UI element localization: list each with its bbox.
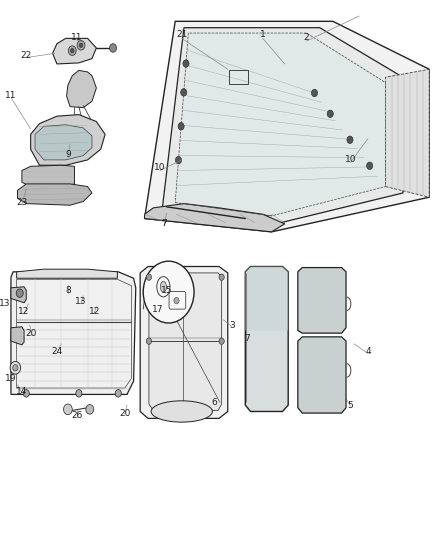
- Circle shape: [16, 289, 23, 297]
- Polygon shape: [17, 269, 117, 278]
- Ellipse shape: [151, 401, 212, 422]
- Circle shape: [178, 123, 184, 130]
- Text: 1: 1: [260, 30, 266, 39]
- Text: 10: 10: [154, 164, 166, 172]
- Polygon shape: [149, 273, 222, 410]
- Polygon shape: [145, 21, 429, 232]
- Circle shape: [13, 365, 18, 371]
- Text: 13: 13: [75, 297, 87, 305]
- Polygon shape: [385, 69, 429, 197]
- Circle shape: [76, 390, 82, 397]
- Text: 12: 12: [18, 308, 30, 316]
- Text: 4: 4: [365, 348, 371, 356]
- Text: 20: 20: [26, 329, 37, 338]
- Circle shape: [10, 361, 21, 374]
- Polygon shape: [162, 28, 403, 225]
- Text: 9: 9: [65, 150, 71, 159]
- Circle shape: [367, 162, 373, 169]
- Polygon shape: [298, 268, 346, 333]
- Circle shape: [64, 404, 72, 415]
- Text: 13: 13: [0, 300, 10, 308]
- Circle shape: [23, 390, 29, 397]
- Text: 14: 14: [16, 387, 28, 396]
- Circle shape: [71, 49, 74, 53]
- Text: 2: 2: [304, 33, 309, 42]
- Circle shape: [86, 405, 94, 414]
- Circle shape: [311, 89, 318, 96]
- Text: 17: 17: [152, 305, 163, 313]
- Text: 22: 22: [21, 52, 32, 60]
- Circle shape: [110, 44, 117, 52]
- Polygon shape: [145, 204, 285, 232]
- Circle shape: [180, 88, 187, 96]
- Text: 7: 7: [161, 220, 167, 228]
- Polygon shape: [11, 287, 26, 303]
- Circle shape: [174, 297, 179, 304]
- Text: 11: 11: [5, 92, 17, 100]
- Polygon shape: [11, 327, 24, 345]
- Circle shape: [146, 338, 152, 344]
- Text: 21: 21: [176, 30, 187, 39]
- Text: 10: 10: [345, 156, 356, 164]
- Circle shape: [347, 136, 353, 143]
- Text: 20: 20: [119, 409, 131, 417]
- Polygon shape: [140, 266, 228, 418]
- Polygon shape: [175, 33, 385, 216]
- Text: 3: 3: [229, 321, 235, 329]
- Text: 23: 23: [16, 198, 28, 207]
- Polygon shape: [67, 70, 96, 108]
- Circle shape: [77, 41, 85, 50]
- Circle shape: [183, 60, 189, 67]
- Text: 8: 8: [65, 286, 71, 295]
- Ellipse shape: [160, 281, 166, 292]
- Polygon shape: [31, 115, 105, 165]
- Text: 11: 11: [71, 33, 82, 42]
- Circle shape: [327, 110, 333, 118]
- Polygon shape: [11, 272, 136, 394]
- Circle shape: [79, 43, 83, 47]
- Polygon shape: [22, 165, 74, 188]
- Text: 7: 7: [244, 334, 251, 343]
- Text: 15: 15: [161, 286, 172, 295]
- Text: 26: 26: [71, 411, 82, 420]
- Text: 12: 12: [88, 308, 100, 316]
- Circle shape: [68, 46, 76, 55]
- Polygon shape: [53, 38, 96, 64]
- Polygon shape: [298, 337, 346, 413]
- Polygon shape: [245, 266, 288, 411]
- Circle shape: [219, 338, 224, 344]
- Polygon shape: [35, 125, 92, 160]
- Circle shape: [146, 274, 152, 280]
- Polygon shape: [18, 184, 92, 205]
- Text: 24: 24: [51, 348, 63, 356]
- Circle shape: [143, 261, 194, 323]
- Text: 19: 19: [5, 374, 17, 383]
- Circle shape: [115, 390, 121, 397]
- Circle shape: [175, 157, 182, 164]
- Circle shape: [219, 274, 224, 280]
- Text: 6: 6: [212, 398, 218, 407]
- Polygon shape: [245, 266, 288, 330]
- Text: 5: 5: [347, 401, 353, 409]
